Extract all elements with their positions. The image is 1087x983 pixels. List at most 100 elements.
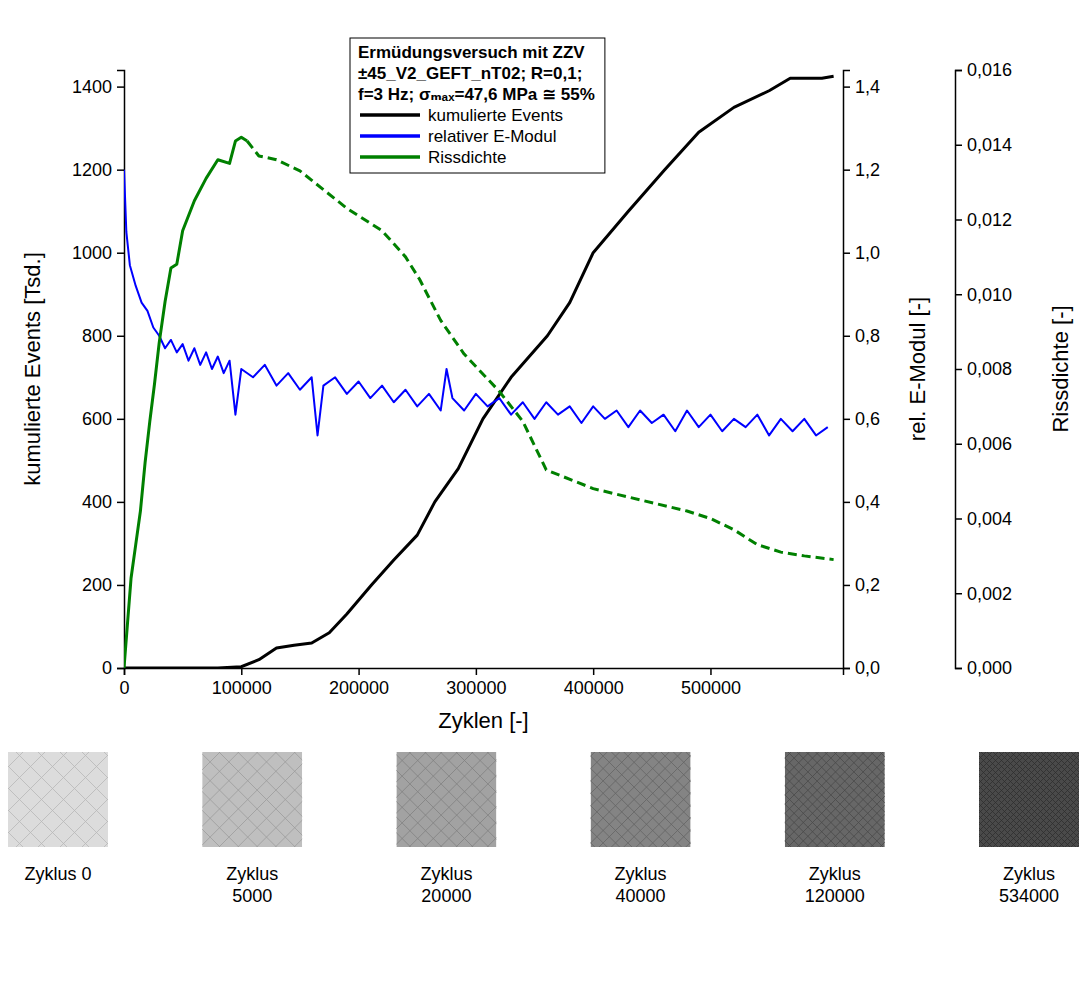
photo (8, 752, 108, 847)
photo-crack (871, 752, 885, 847)
photo-crack (686, 752, 691, 847)
photo-crack (202, 752, 257, 847)
x-axis-title: Zyklen [-] (438, 708, 528, 733)
photo-crack (993, 752, 1079, 847)
y2-axis-tick: 0,8 (843, 326, 880, 346)
y2-axis-tick-mark (843, 336, 850, 338)
y-axis-tick-label: 600 (82, 409, 112, 429)
photo-caption: Zyklus (226, 864, 278, 884)
photo-crack (202, 752, 295, 847)
x-axis-tick: 500000 (681, 668, 741, 698)
y3-axis-tick-label: 0,004 (967, 509, 1012, 529)
photo-crack (456, 752, 496, 847)
photo-crack (1053, 752, 1079, 847)
photo-crack (673, 752, 690, 847)
photo-crack (979, 752, 980, 847)
y-axis-tick-label: 1000 (72, 243, 112, 263)
y3-axis-tick-mark (955, 518, 962, 520)
photo-crack (202, 752, 220, 847)
y3-axis-tick-mark (955, 444, 962, 446)
photo-crack (1059, 752, 1079, 847)
photo-crack (294, 752, 302, 847)
photo-crack (797, 752, 885, 847)
photo-crack (880, 752, 885, 847)
photo-crack (1029, 752, 1079, 847)
photo-crack (1023, 752, 1079, 847)
photo-crack (785, 752, 810, 847)
x-axis-tick-label: 0 (119, 678, 129, 698)
photo-strip: Zyklus 0Zyklus5000Zyklus20000Zyklus40000… (0, 752, 1087, 906)
photo (591, 752, 691, 847)
y2-axis-tick: 0,6 (843, 409, 880, 429)
photo-crack (852, 752, 884, 847)
photo-crack (238, 752, 302, 847)
photo-crack (275, 752, 302, 847)
photo-crack (624, 752, 691, 847)
y3-axis-tick: 0,016 (955, 60, 1012, 80)
y2-axis-tick: 0,0 (843, 658, 880, 678)
photo-crack (1047, 752, 1079, 847)
photo-background (785, 752, 885, 847)
photo-background (8, 752, 108, 847)
photo-crack (591, 752, 645, 847)
photo-crack (979, 752, 1064, 847)
photo-crack (806, 752, 884, 847)
photo-crack (591, 752, 670, 847)
y2-axis-line (844, 71, 851, 669)
photo-crack (409, 752, 496, 847)
y2-axis: 0,00,20,40,60,81,01,21,4 (843, 71, 880, 679)
photo-crack (396, 752, 426, 847)
y2-axis-title: rel. E-Modul [-] (905, 297, 930, 441)
photo-crack (785, 752, 846, 847)
y3-axis-tick: 0,008 (955, 359, 1012, 379)
photo-crack (591, 752, 682, 847)
photo-caption: Zyklus (420, 864, 472, 884)
legend-swatch (360, 113, 420, 117)
y2-axis-tick-label: 0,4 (855, 492, 880, 512)
photo-crack (487, 752, 496, 847)
photo (979, 752, 1079, 847)
photo-crack (456, 752, 496, 847)
series-line (124, 137, 247, 668)
photo-crack (275, 752, 302, 847)
x-axis-tick: 300000 (446, 668, 506, 698)
photo-crack (624, 752, 691, 847)
photo-crack (788, 752, 883, 847)
photo-crack (8, 752, 89, 847)
photo-crack (1011, 752, 1079, 847)
y2-axis-tick-label: 0,6 (855, 409, 880, 429)
y2-axis-tick: 1,4 (843, 77, 880, 97)
y-axis: 0200400600800100012001400 (72, 71, 125, 679)
y2-axis-tick: 1,0 (843, 243, 880, 263)
y-axis-tick: 400 (82, 492, 124, 512)
y-axis-tick: 0 (102, 658, 124, 678)
photo-crack (409, 752, 496, 847)
photo-crack (396, 752, 410, 847)
photo-crack (1011, 752, 1079, 847)
photo-crack (104, 752, 108, 847)
photo-crack (238, 752, 302, 847)
y-axis-tick: 1200 (72, 160, 124, 180)
y2-axis-tick-mark (843, 419, 850, 421)
photo-crack (591, 752, 608, 847)
photo (785, 752, 885, 847)
y-axis-tick-mark (117, 502, 124, 504)
y2-axis-tick-mark (843, 169, 850, 171)
photo-crack (987, 752, 1079, 847)
series-line (247, 141, 833, 560)
y3-axis-tick-mark (955, 668, 962, 670)
y3-axis-tick: 0,002 (955, 584, 1012, 604)
photo-crack (979, 752, 1064, 847)
photo-crack (673, 752, 690, 847)
photo-caption: 5000 (232, 886, 272, 906)
y-axis-line (117, 71, 125, 669)
photo-crack (661, 752, 691, 847)
photo-caption: Zyklus 0 (24, 864, 91, 884)
photo-crack (591, 752, 645, 847)
photo-crack (202, 752, 276, 847)
photo-crack (1077, 752, 1079, 847)
y-axis-tick: 600 (82, 409, 124, 429)
photo-crack (440, 752, 496, 847)
y3-axis-title: Rissdichte [-] (1048, 305, 1073, 432)
series-line (124, 76, 834, 668)
